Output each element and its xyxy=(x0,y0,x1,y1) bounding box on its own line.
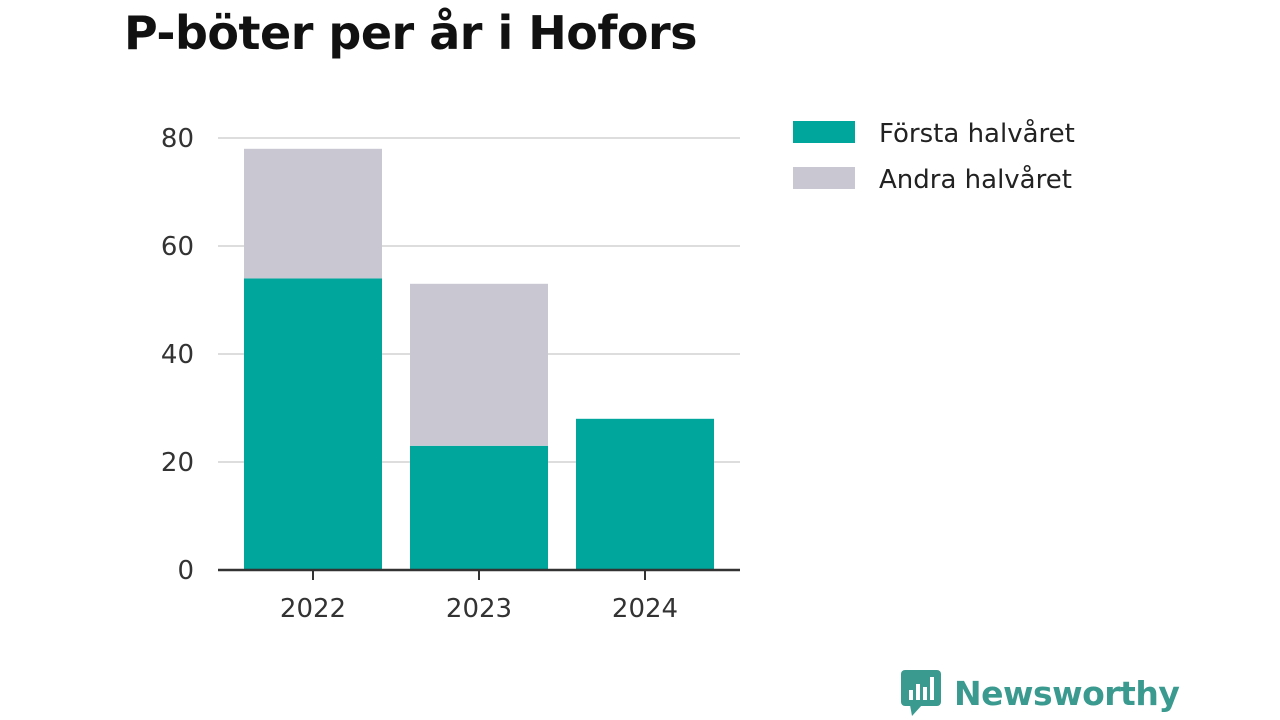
y-tick-label: 20 xyxy=(161,448,194,478)
brand-name: Newsworthy xyxy=(954,673,1180,713)
legend-label-andra: Andra halvåret xyxy=(879,164,1072,195)
legend-swatch-forsta xyxy=(793,121,855,143)
brand-logo: Newsworthy xyxy=(900,668,1180,718)
x-tick-label: 2024 xyxy=(612,594,678,624)
bar-forsta-2023 xyxy=(410,445,548,570)
legend-label-forsta: Första halvåret xyxy=(879,118,1075,149)
bar-andra-2023 xyxy=(410,283,548,446)
y-tick-label: 40 xyxy=(161,340,194,370)
bar-chart: 0 20 40 60 80 2022 2023 2024 Första halvåret And… xyxy=(161,118,1075,624)
y-tick-label: 60 xyxy=(161,232,194,262)
bar-forsta-2022 xyxy=(244,278,382,570)
x-tick-label: 2023 xyxy=(446,594,512,624)
bar-forsta-2024 xyxy=(576,418,714,570)
bar-andra-2022 xyxy=(244,148,382,279)
legend-swatch-andra xyxy=(793,167,855,189)
x-tick-label: 2022 xyxy=(280,594,346,624)
chart-title: P-böter per år i Hofors xyxy=(124,6,698,60)
y-tick-label: 80 xyxy=(161,124,194,154)
y-tick-label: 0 xyxy=(177,556,194,586)
newsworthy-logo-icon xyxy=(901,670,941,716)
